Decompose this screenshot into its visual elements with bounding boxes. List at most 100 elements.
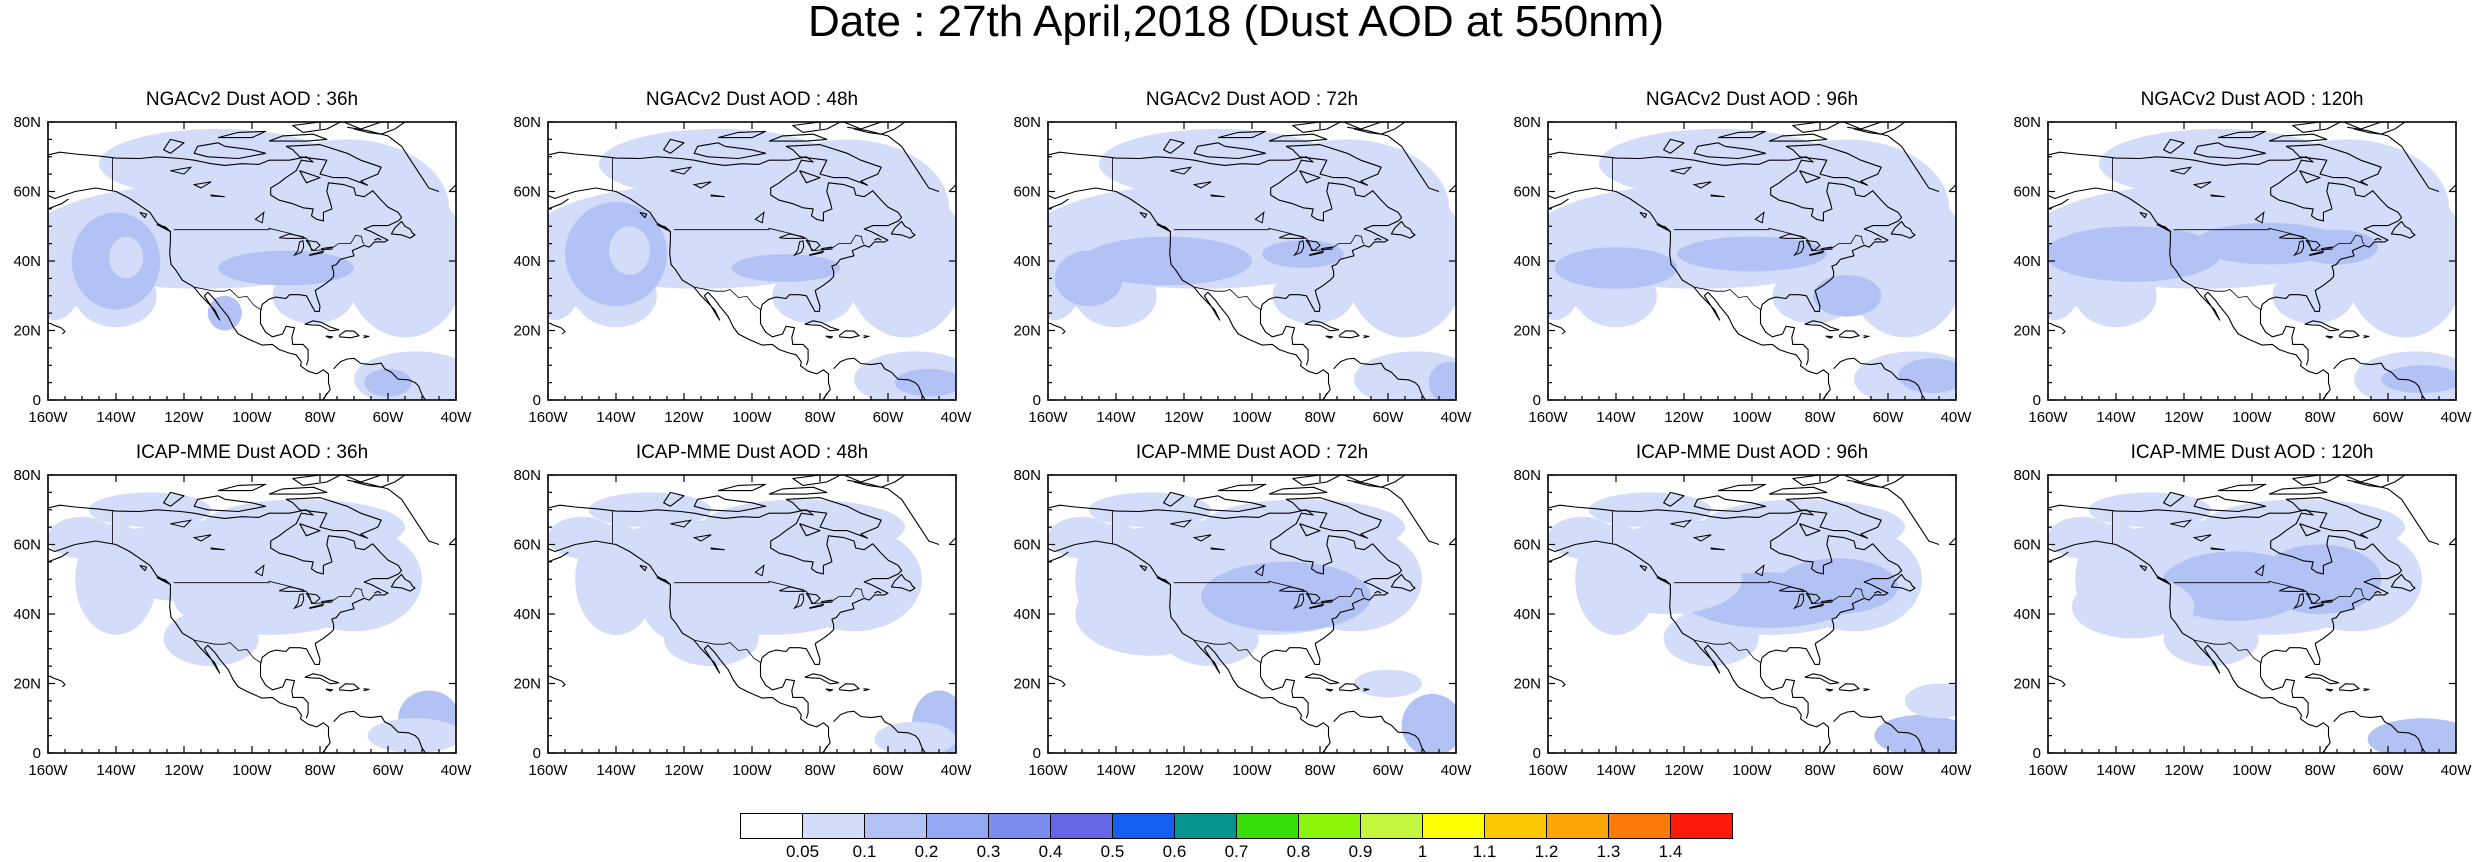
aod-contour-var-2 [1262, 240, 1344, 268]
coastline-16 [1292, 122, 1341, 133]
coastline-12 [2163, 491, 2185, 507]
aod-contour-var-4 [218, 250, 354, 286]
y-tick-label: 0 [2033, 745, 2041, 762]
lake-8 [1192, 181, 1212, 189]
lake-3 [309, 250, 325, 257]
lake-1 [1292, 593, 1305, 610]
aod-contour-var-0 [1554, 247, 1678, 289]
y-tick-label: 20N [1013, 676, 1041, 693]
coastline-9 [2363, 688, 2370, 692]
lake-4 [821, 599, 833, 604]
coastline-14 [268, 133, 328, 142]
aod-field [367, 690, 456, 753]
coastline-0 [1048, 540, 1331, 753]
aod-contour-var-1 [1677, 236, 1827, 272]
coastline-23 [656, 576, 671, 586]
coastline-13 [1285, 497, 1382, 539]
colorbar-swatch [1112, 813, 1175, 839]
coastline-19 [847, 126, 940, 193]
aod-contour-var-3 [1401, 693, 1456, 753]
panel-title: NGACv2 Dust AOD : 36h [145, 89, 359, 110]
y-tick-label: 60N [513, 537, 541, 554]
aod-contour-var-0 [1082, 236, 1252, 286]
coastline-3 [833, 710, 926, 753]
coastline-5 [374, 237, 382, 241]
y-tick-label: 20N [13, 676, 41, 693]
lake-8 [1692, 181, 1712, 189]
coastline-4 [1390, 573, 1416, 592]
coastline-1 [822, 745, 828, 753]
lake-0 [1279, 586, 1306, 592]
aod-contour-var-2 [643, 572, 725, 642]
lake-1 [2292, 240, 2305, 257]
aod-layer [548, 492, 956, 753]
coastline-10 [1799, 523, 1821, 537]
coastline-15 [1717, 130, 1767, 139]
x-tick-label: 100W [1232, 409, 1272, 426]
lake-5 [754, 211, 765, 224]
coastline-16 [792, 122, 841, 133]
aod-contour-base-5 [1588, 492, 1712, 528]
aod-contour-var-3 [364, 368, 412, 397]
coastlines [1548, 475, 1956, 753]
colorbar-swatch [988, 813, 1051, 839]
coastline-2 [1048, 151, 1403, 366]
x-tick-label: 120W [1164, 762, 1204, 779]
us-mexico-border [1193, 286, 1262, 311]
coastline-3 [1833, 710, 1926, 753]
coastline-23 [1156, 576, 1171, 586]
aod-contour-base-7 [163, 610, 259, 667]
lake-7 [1170, 519, 1193, 528]
lake-8 [1192, 534, 1212, 542]
map-panel: ICAP-MME Dust AOD : 120h 160W 140W 120W 100W… [2000, 439, 2472, 834]
coastline-5 [2374, 590, 2382, 594]
panel-title: ICAP-MME Dust AOD : 72h [1135, 442, 1369, 463]
y-tick-label: 60N [1013, 537, 1041, 554]
map-panel: ICAP-MME Dust AOD : 48h 160W 140W 120W 100W 8… [500, 439, 1000, 834]
coastline-15 [1217, 483, 1267, 492]
colorbar-swatch [1236, 813, 1299, 839]
coastline-19 [1347, 126, 1440, 193]
coastline-8 [2325, 688, 2334, 692]
lake-3 [2309, 250, 2325, 257]
aod-contour-var-1 [609, 226, 650, 275]
x-tick-label: 40W [1441, 762, 1473, 779]
aod-contour-base-7 [772, 268, 854, 324]
coastline-7 [1838, 683, 1860, 692]
coastline-8 [825, 335, 834, 339]
y-tick-label: 40N [1013, 606, 1041, 623]
x-tick-label: 140W [2096, 762, 2136, 779]
coastline-12 [663, 138, 685, 154]
aod-contour-base-2 [1343, 184, 1456, 338]
us-canada-border [673, 580, 865, 605]
lake-0 [279, 233, 306, 239]
coastline-3 [1333, 710, 1426, 753]
lake-7 [1670, 519, 1693, 528]
y-tick-label: 60N [2013, 537, 2041, 554]
aod-contour-var-2 [1592, 544, 1742, 615]
coastline-10 [2299, 523, 2321, 537]
coastline-9 [863, 688, 870, 692]
colorbar-swatch [1670, 813, 1733, 839]
lake-5 [1254, 211, 1265, 224]
lake-8 [192, 181, 212, 189]
lake-8 [692, 181, 712, 189]
coastline-6 [2304, 673, 2340, 685]
colorbar-swatch [1608, 813, 1671, 839]
aod-contour-base-2 [343, 184, 456, 338]
x-tick-label: 140W [1096, 409, 1136, 426]
y-tick-label: 20N [1513, 323, 1541, 340]
aod-layer [1548, 128, 1956, 400]
y-tick-label: 0 [533, 745, 541, 762]
lake-3 [2309, 603, 2325, 610]
lake-4 [1821, 599, 1833, 604]
coastline-0 [48, 187, 331, 400]
x-tick-label: 80W [305, 409, 337, 426]
us-mexico-border [1693, 286, 1762, 311]
y-tick-label: 40N [1013, 253, 1041, 270]
coastline-24 [48, 198, 69, 210]
aod-contour-var-0 [2048, 226, 2222, 282]
coastline-8 [825, 688, 834, 692]
coastline-2 [2048, 151, 2403, 366]
colorbar-label: 0.4 [1039, 842, 1063, 859]
